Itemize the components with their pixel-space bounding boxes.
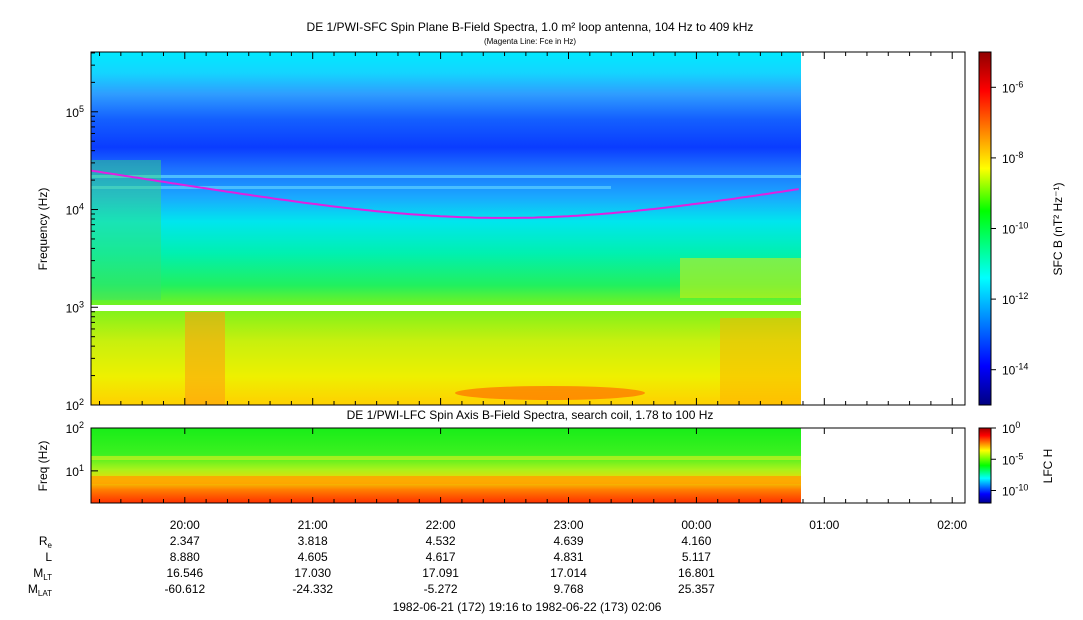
ephemeris-table: Re 2.347 3.818 4.532 4.639 4.160 L 8.880 4.605 4.… bbox=[28, 534, 715, 598]
ephemeris-value: 4.831 bbox=[553, 550, 583, 564]
sfc-panel: 105 104 103 102 Frequency (Hz) 10-6 10-8 10-1… bbox=[36, 51, 1065, 413]
ephemeris-value: 4.605 bbox=[298, 550, 328, 564]
ephemeris-value: 4.532 bbox=[426, 534, 456, 548]
ephemeris-value: 4.617 bbox=[426, 550, 456, 564]
sfc-colorbar-label: SFC B (nT² Hz⁻¹) bbox=[1051, 183, 1065, 276]
sfc-y-tick-label: 105 bbox=[66, 104, 84, 120]
x-tick-label: 20:00 bbox=[170, 518, 200, 532]
sfc-colorbar-tick-label: 10-8 bbox=[1002, 150, 1023, 166]
ephemeris-value: 5.117 bbox=[682, 550, 711, 564]
lfc-colorbar-tick-label: 10-5 bbox=[1002, 451, 1023, 467]
sfc-gap bbox=[91, 305, 801, 311]
sfc-emission-right bbox=[680, 258, 801, 298]
lfc-panel: 102 101 Freq (Hz) 100 10-5 10-10 LFC H bbox=[36, 420, 1055, 504]
lfc-band-yellow bbox=[91, 456, 801, 460]
ephemeris-value: -5.272 bbox=[424, 582, 458, 596]
ephemeris-value: 9.768 bbox=[553, 582, 583, 596]
ephemeris-value: 17.091 bbox=[422, 566, 459, 580]
x-tick-label: 01:00 bbox=[809, 518, 839, 532]
sfc-colorbar-tick-label: 10-6 bbox=[1002, 79, 1023, 95]
lfc-colorbar-tick-label: 10-10 bbox=[1002, 483, 1028, 499]
sfc-subtitle: (Magenta Line: Fce in Hz) bbox=[484, 37, 576, 46]
lfc-band-orange bbox=[91, 476, 801, 484]
ephemeris-row-label: MLT bbox=[33, 566, 52, 582]
ephemeris-value: 3.818 bbox=[298, 534, 328, 548]
lfc-colorbar-tick-label: 100 bbox=[1002, 420, 1020, 436]
ephemeris-value: 17.030 bbox=[294, 566, 331, 580]
sfc-colorbar-tick-label: 10-10 bbox=[1002, 221, 1028, 237]
lfc-spectrogram bbox=[91, 428, 801, 503]
ephemeris-row-label: Re bbox=[39, 534, 53, 550]
x-tick-label: 23:00 bbox=[553, 518, 583, 532]
sfc-colorbar-tick-label: 10-12 bbox=[1002, 291, 1028, 307]
lfc-y-tick-label: 101 bbox=[66, 463, 84, 479]
ephemeris-value: -60.612 bbox=[164, 582, 205, 596]
sfc-colorbar-ticks: 10-6 10-8 10-10 10-12 10-14 bbox=[991, 79, 1028, 378]
sfc-band-line-lower bbox=[91, 186, 611, 189]
x-axis-ticks: 20:00 21:00 22:00 23:00 00:00 01:00 02:00 bbox=[99, 52, 968, 532]
ephemeris-value: 2.347 bbox=[170, 534, 200, 548]
ephemeris-row-label: L bbox=[45, 550, 52, 564]
x-tick-label: 21:00 bbox=[298, 518, 328, 532]
ephemeris-value: 25.357 bbox=[678, 582, 715, 596]
sfc-emission-left bbox=[91, 160, 161, 300]
sfc-y-label: Frequency (Hz) bbox=[36, 188, 50, 271]
ephemeris-value: 4.160 bbox=[681, 534, 711, 548]
sfc-y-tick-label: 102 bbox=[66, 397, 84, 413]
sfc-colorbar bbox=[978, 51, 992, 406]
ephemeris-value: 8.880 bbox=[170, 550, 200, 564]
lfc-y-label: Freq (Hz) bbox=[36, 441, 50, 492]
x-tick-label: 02:00 bbox=[937, 518, 967, 532]
sfc-burst-right bbox=[720, 318, 801, 405]
sfc-frame bbox=[90, 51, 966, 406]
ephemeris-value: 16.546 bbox=[166, 566, 203, 580]
sfc-title: DE 1/PWI-SFC Spin Plane B-Field Spectra,… bbox=[307, 20, 754, 34]
lfc-frame bbox=[90, 427, 966, 504]
sfc-colorbar-tick-label: 10-14 bbox=[1002, 362, 1028, 378]
ephemeris-value: 4.639 bbox=[553, 534, 583, 548]
fce-line bbox=[91, 169, 799, 219]
lfc-title: DE 1/PWI-LFC Spin Axis B-Field Spectra, … bbox=[347, 408, 714, 422]
lfc-colorbar-ticks: 100 10-5 10-10 bbox=[991, 420, 1028, 499]
ephemeris-row-label: MLAT bbox=[28, 582, 52, 598]
lfc-colorbar-label: LFC H bbox=[1041, 449, 1055, 484]
sfc-y-tick-label: 103 bbox=[66, 299, 84, 315]
lfc-colorbar bbox=[978, 427, 992, 504]
lfc-y-ticks: 102 101 bbox=[66, 420, 98, 479]
time-range-footer: 1982-06-21 (172) 19:16 to 1982-06-22 (17… bbox=[393, 600, 662, 614]
x-tick-label: 00:00 bbox=[681, 518, 711, 532]
ephemeris-value: 17.014 bbox=[550, 566, 587, 580]
lfc-y-tick-label: 102 bbox=[66, 420, 84, 436]
sfc-y-ticks: 105 104 103 102 bbox=[66, 52, 98, 413]
sfc-burst-orange bbox=[185, 312, 225, 405]
sfc-y-tick-label: 104 bbox=[66, 202, 84, 218]
sfc-banded-emission bbox=[455, 386, 645, 400]
ephemeris-value: -24.332 bbox=[292, 582, 333, 596]
sfc-band-line-upper bbox=[91, 175, 801, 178]
ephemeris-value: 16.801 bbox=[678, 566, 715, 580]
x-tick-label: 22:00 bbox=[426, 518, 456, 532]
